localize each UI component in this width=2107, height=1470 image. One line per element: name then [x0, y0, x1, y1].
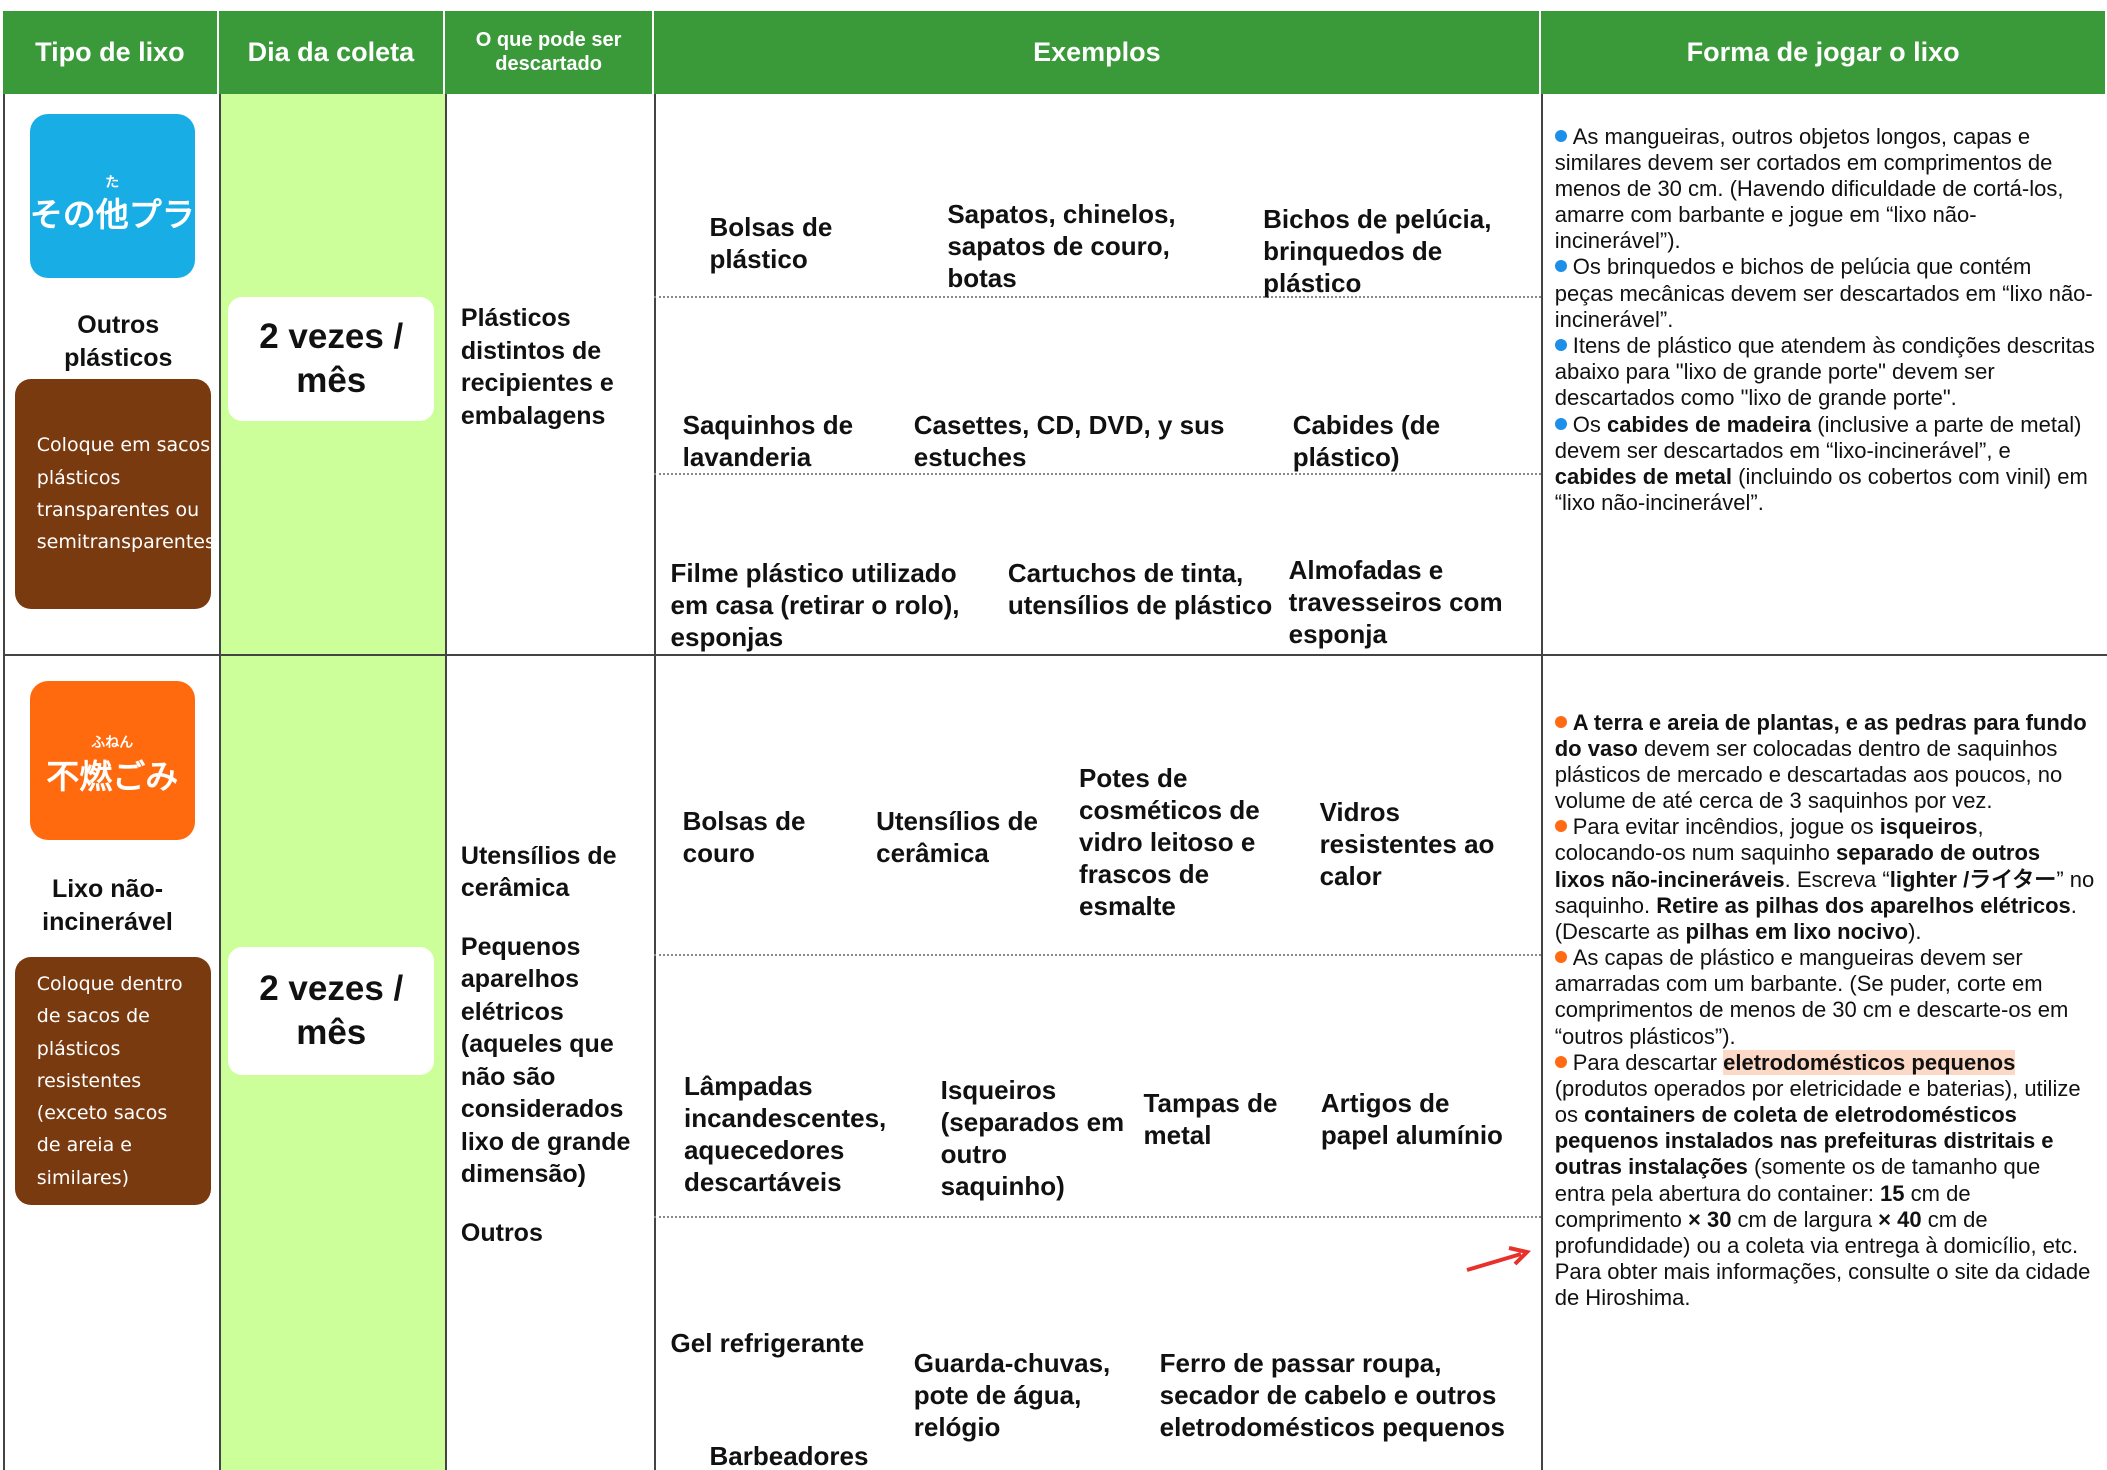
instruction-item: A terra e areia de plantas, e as pedras …: [1555, 710, 2095, 815]
instruction-text: containers de coleta de eletrodomésticos…: [1554, 1102, 2054, 1180]
instruction-text: , colocando-os num saquinho: [1554, 814, 1984, 866]
type-note: Coloque dentro de sacos de plásticos res…: [14, 956, 211, 1206]
example-label: Casettes, CD, DVD, y sus estuches: [913, 409, 1225, 472]
badge-ruby: た: [105, 174, 120, 190]
type-name: Outros plásticos: [64, 311, 173, 372]
instruction-text: × 40: [1878, 1206, 1922, 1232]
instruction-item: Para evitar incêndios, jogue os isqueiro…: [1555, 814, 2095, 945]
instruction-text: ).: [1908, 918, 1922, 944]
instruction-text: eletrodomésticos pequenos: [1723, 1049, 2016, 1075]
example-label: Artigos de papel alumínio: [1320, 1088, 1503, 1151]
instruction-text: Os: [1572, 411, 1607, 437]
example-label: Sapatos, chinelos, sapatos de couro, bot…: [947, 198, 1176, 293]
instruction-text: A terra e areia de plantas, e as pedras …: [1554, 709, 2087, 761]
example-label: Almofadas e travesseiros com esponja: [1288, 554, 1503, 649]
example-label: Guarda-chuvas, pote de água, relógio: [913, 1347, 1111, 1442]
type-badge: [29, 114, 195, 279]
instruction-text: isqueiros: [1879, 814, 1978, 840]
instructions: As mangueiras, outros objetos longos, ca…: [1555, 124, 2095, 517]
instruction-item: Os brinquedos e bichos de pelúcia que co…: [1555, 254, 2095, 333]
instruction-text: . (Descarte as: [1554, 892, 2077, 944]
instruction-text: cabides de madeira: [1606, 411, 1812, 437]
example-label: Bolsas de couro: [682, 806, 806, 869]
example-label: Saquinhos de lavanderia: [682, 409, 854, 472]
instruction-text: 15: [1880, 1180, 1905, 1206]
instruction-text: As mangueiras, outros objetos longos, ca…: [1554, 123, 2064, 254]
instruction-text: ” no saquinho.: [1554, 866, 2095, 918]
instruction-text: Para evitar incêndios, jogue os: [1572, 814, 1880, 840]
instruction-text: cm de profundidade) ou a coleta via entr…: [1554, 1206, 2091, 1311]
subrow-line: [654, 473, 1542, 475]
instruction-text: (somente os de tamanho que entra pela ab…: [1554, 1154, 2041, 1206]
header-cell: Exemplos: [654, 10, 1542, 95]
instruction-text: (produtos operados por eletricidade e ba…: [1554, 1075, 2081, 1128]
example-label: Ferro de passar roupa, secador de cabelo…: [1159, 1347, 1505, 1442]
example-label: Cartuchos de tinta, utensílios de plásti…: [1007, 557, 1273, 620]
what-list: Utensílios de cerâmica Pequenos aparelhos…: [461, 840, 642, 1458]
type-badge: [29, 681, 195, 840]
row-line: [2, 654, 2107, 657]
instructions: A terra e areia de plantas, e as pedras …: [1555, 710, 2095, 1312]
what-item: Utensílios de cerâmica: [460, 841, 617, 903]
instruction-text: (inclusive a parte de metal) devem ser d…: [1554, 411, 2082, 463]
instruction-item: Os cabides de madeira (inclusive a parte…: [1555, 412, 2095, 517]
header-cell: Tipo de lixo: [2, 10, 220, 95]
instruction-text: Retire as pilhas dos aparelhos elétricos: [1656, 892, 2071, 918]
what-item: Plásticos distintos de recipientes e emb…: [460, 304, 614, 430]
column-line: [219, 94, 222, 1470]
instruction-text: pilhas em lixo nocivo: [1685, 918, 1909, 944]
example-label: Isqueiros (separados em outro saquinho): [940, 1075, 1125, 1201]
what-item: Pequenos aparelhos elétricos (aqueles qu…: [460, 932, 631, 1189]
example-label: Lâmpadas incandescentes, aquecedores des…: [683, 1070, 887, 1197]
example-label: Potes de cosméticos de vidro leitoso e f…: [1079, 763, 1260, 922]
example-label: Tampas de metal: [1143, 1088, 1278, 1151]
column-line: [654, 94, 657, 1470]
subrow-line: [654, 295, 1542, 298]
column-line: [444, 94, 447, 1470]
badge-text: その他プラ: [29, 196, 195, 234]
frequency: 2 vezes / mês: [228, 296, 435, 421]
column-line: [2, 94, 5, 1470]
badge-ruby: ふねん: [91, 734, 134, 751]
instruction-text: As capas de plástico e mangueiras devem …: [1554, 945, 2069, 1049]
example-label: Vidros resistentes ao calor: [1319, 796, 1495, 891]
column-line: [1541, 94, 1544, 1470]
instruction-item: As capas de plástico e mangueiras devem …: [1555, 945, 2095, 1050]
instruction-text: separado de outros lixos não-incinerávei…: [1554, 840, 2041, 892]
type-note: Coloque em sacos plásticos transparentes…: [14, 378, 215, 609]
subrow-line: [654, 954, 1542, 957]
instruction-text: cm de largura: [1731, 1206, 1879, 1232]
example-label: Gel refrigerante: [670, 1327, 865, 1358]
instruction-text: Para descartar: [1572, 1049, 1724, 1075]
instruction-text: . Escreva “: [1784, 866, 1890, 892]
frequency: 2 vezes / mês: [228, 947, 435, 1075]
instruction-item: As mangueiras, outros objetos longos, ca…: [1555, 124, 2095, 255]
subrow-line: [654, 1216, 1542, 1219]
what-list: Plásticos distintos de recipientes e emb…: [461, 302, 642, 920]
header-cell: O que pode ser descartado: [444, 10, 655, 95]
example-label: Bichos de pelúcia, brinquedos de plástic…: [1263, 204, 1492, 299]
badge-text: 不燃ごみ: [46, 757, 179, 795]
example-label: Barbeadores: [709, 1440, 869, 1470]
what-item: Outros: [460, 1218, 543, 1247]
arrow: [1466, 1246, 1531, 1272]
instruction-text: cabides de metal: [1554, 463, 1733, 489]
instruction-text: cm de comprimento: [1554, 1180, 1971, 1232]
example-label: Utensílios de cerâmica: [876, 806, 1038, 869]
instruction-text: Itens de plástico que atendem às condiçõ…: [1554, 333, 2095, 411]
instruction-text: (incluindo os cobertos com vinil) em “li…: [1554, 463, 2088, 516]
instruction-text: devem ser colocadas dentro de saquinhos …: [1554, 735, 2063, 814]
header-cell: Dia da coleta: [219, 10, 445, 95]
example-label: Bolsas de plástico: [709, 212, 833, 275]
instruction-text: × 30: [1688, 1206, 1732, 1232]
instruction-text: Os brinquedos e bichos de pelúcia que co…: [1554, 254, 2093, 332]
example-label: Filme plástico utilizado em casa (retira…: [670, 557, 960, 652]
instruction-item: Itens de plástico que atendem às condiçõ…: [1555, 333, 2095, 412]
instruction-item: Para descartar eletrodomésticos pequenos…: [1554, 1049, 2095, 1312]
header-cell: Forma de jogar o lixo: [1541, 10, 2107, 95]
example-label: Cabides (de plástico): [1292, 409, 1441, 472]
instruction-text: lighter /ライター: [1889, 866, 2057, 892]
type-name: Lixo não-incinerável: [42, 875, 173, 936]
